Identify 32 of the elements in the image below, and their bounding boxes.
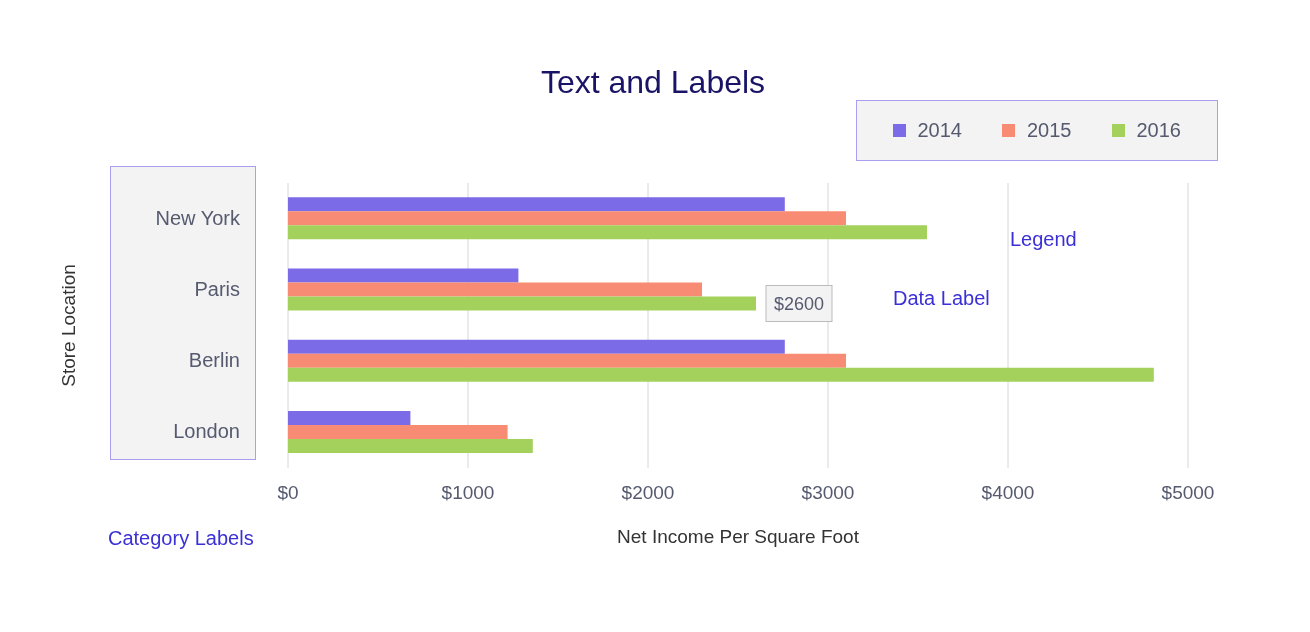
- chart-title: Text and Labels: [539, 64, 767, 101]
- data-label: $2600: [773, 293, 825, 314]
- y-tick-label: New York: [155, 206, 241, 229]
- text: Category Labels: [108, 527, 254, 550]
- bar: [288, 339, 785, 354]
- bar: [288, 268, 519, 283]
- legend-label: 2015: [1027, 119, 1072, 142]
- legend-label: 2016: [1136, 119, 1181, 142]
- legend-label: 2014: [917, 119, 962, 142]
- bar: [288, 439, 533, 453]
- bar: [288, 197, 785, 212]
- x-tick-label: $3000: [801, 482, 855, 504]
- y-tick-label: London: [173, 420, 240, 443]
- bar: [288, 425, 508, 439]
- y-axis-title: Store Location: [57, 264, 79, 387]
- bar: [288, 353, 846, 368]
- bar: [288, 282, 702, 297]
- bar: [288, 411, 411, 425]
- bar: [288, 211, 846, 226]
- x-tick-label: $1000: [441, 482, 495, 504]
- x-tick-label: $5000: [1161, 482, 1215, 504]
- bar: [288, 225, 927, 240]
- x-tick-label: $2000: [621, 482, 675, 504]
- annotation: Legend: [1010, 228, 1077, 251]
- annotation: Data Label: [893, 287, 990, 310]
- x-tick-label: $4000: [981, 482, 1035, 504]
- bar: [288, 296, 756, 311]
- bar: [288, 367, 1154, 382]
- y-tick-label: Paris: [194, 277, 240, 300]
- y-tick-label: Berlin: [188, 349, 240, 372]
- x-axis-title: Net Income Per Square Foot: [617, 526, 860, 547]
- x-tick-label: $0: [277, 482, 299, 504]
